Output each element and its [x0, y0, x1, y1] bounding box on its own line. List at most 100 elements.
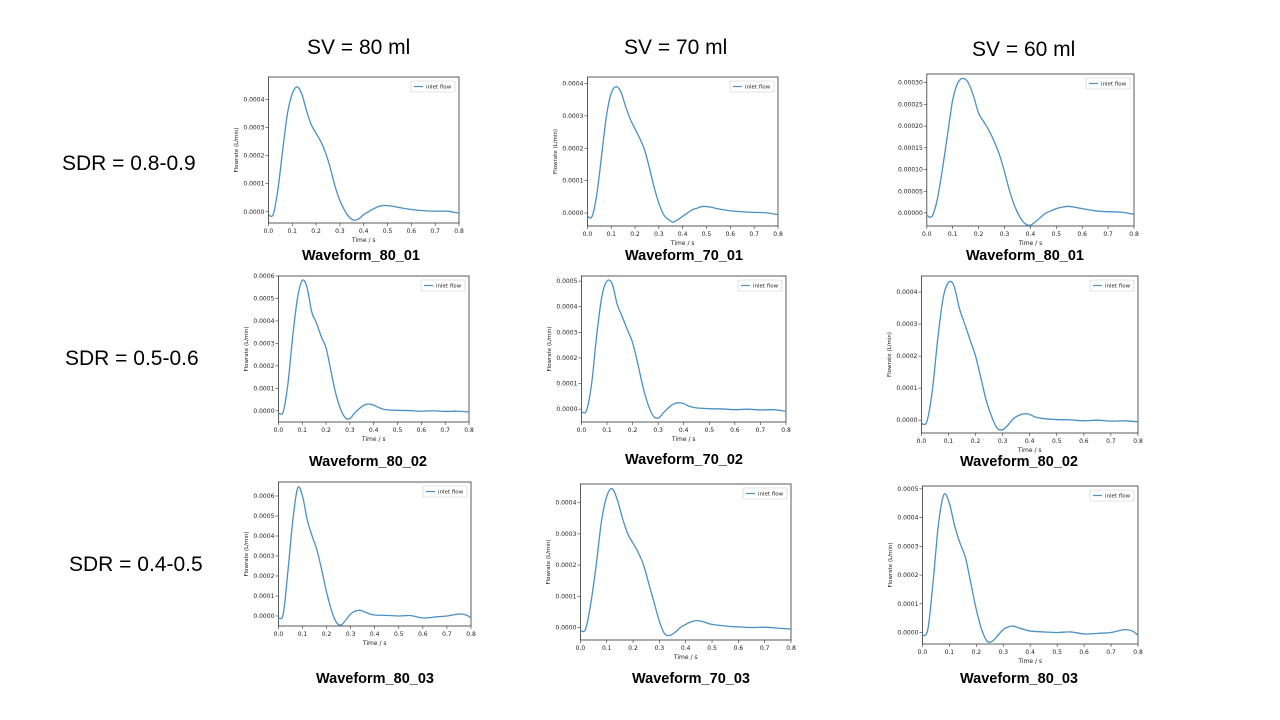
x-tick-label: 0.4 — [369, 427, 379, 434]
legend-label: inlet flow — [1105, 284, 1131, 290]
y-tick-label: 0.0005 — [897, 486, 918, 493]
x-tick-label: 0.3 — [655, 645, 665, 652]
y-tick-label: 0.0004 — [243, 96, 264, 103]
y-axis-label: Flowrate (L/min) — [244, 326, 250, 371]
x-tick-label: 0.5 — [1052, 649, 1062, 656]
series-line-inlet-flow — [921, 280, 1139, 431]
column-header-sv-70: SV = 70 ml — [624, 36, 728, 59]
x-tick-label: 0.7 — [756, 427, 766, 434]
legend-label: inlet flow — [758, 492, 784, 498]
plot-frame — [922, 485, 1139, 645]
plot-frame — [580, 483, 792, 641]
y-tick-label: 0.00020 — [898, 123, 923, 130]
caption-waveform-60-01: Waveform_80_01 — [966, 248, 1084, 264]
x-tick-label: 0.5 — [1052, 231, 1062, 238]
legend-box — [422, 485, 468, 498]
x-tick-label: 0.5 — [707, 645, 717, 652]
x-tick-label: 0.0 — [576, 645, 586, 652]
plot-frame — [921, 275, 1139, 434]
x-tick-label: 0.7 — [430, 228, 440, 235]
row-label-sdr-high: SDR = 0.8-0.9 — [62, 152, 196, 175]
y-tick-label: 0.0000 — [897, 630, 918, 637]
x-tick-label: 0.3 — [654, 231, 664, 238]
plot-frame — [587, 76, 779, 227]
x-tick-label: 0.4 — [370, 631, 380, 638]
legend-label: inlet flow — [426, 85, 452, 91]
chart-waveform-80-03-row3: 0.0 0.1 0.2 0.3 0.4 0.5 0.6 0.7 0.8 0.0000 0.0001 0… — [244, 481, 476, 647]
chart-waveform-70-02: 0.0 0.1 0.2 0.3 0.4 0.5 0.6 0.7 0.8 0.0000 0.0001 0… — [547, 275, 791, 443]
y-tick-label: 0.0004 — [562, 80, 583, 87]
chart-waveform-70-03: 0.0 0.1 0.2 0.3 0.4 0.5 0.6 0.7 0.8 0.0000 0.0001 0… — [546, 483, 796, 661]
y-tick-label: 0.0001 — [896, 385, 917, 392]
y-tick-label: 0.0003 — [556, 329, 577, 336]
caption-waveform-70-02: Waveform_70_02 — [625, 452, 743, 468]
x-tick-label: 0.8 — [466, 631, 476, 638]
x-tick-label: 0.6 — [418, 631, 428, 638]
x-tick-label: 0.6 — [1077, 231, 1087, 238]
y-tick-label: 0.0001 — [243, 181, 264, 188]
x-tick-label: 0.8 — [454, 228, 464, 235]
y-tick-label: 0.0002 — [555, 562, 576, 569]
series-line-inlet-flow — [268, 86, 460, 221]
y-tick-label: 0.0002 — [556, 355, 577, 362]
y-tick-label: 0.0002 — [243, 153, 264, 160]
y-tick-label: 0.00030 — [898, 80, 923, 87]
x-tick-label: 0.8 — [1133, 649, 1143, 656]
caption-waveform-60-03: Waveform_80_03 — [960, 671, 1078, 687]
y-tick-label: 0.0001 — [555, 593, 576, 600]
x-tick-label: 0.4 — [359, 228, 369, 235]
x-axis-label: Time / s — [351, 237, 376, 244]
y-tick-label: 0.0000 — [556, 406, 577, 413]
legend-box — [737, 279, 783, 292]
x-axis-label: Time / s — [1017, 447, 1042, 454]
x-axis-label: Time / s — [671, 436, 696, 443]
chart-waveform-70-01: 0.0 0.1 0.2 0.3 0.4 0.5 0.6 0.7 0.8 0.0000 0.0001 0… — [553, 76, 783, 247]
y-tick-label: 0.00000 — [898, 210, 923, 217]
x-tick-label: 0.4 — [681, 645, 691, 652]
y-tick-label: 0.0005 — [253, 513, 274, 520]
series-line-inlet-flow — [277, 486, 472, 626]
x-tick-label: 0.2 — [628, 645, 638, 652]
x-tick-label: 0.8 — [1133, 438, 1143, 445]
y-axis-label: Flowrate (L/min) — [887, 332, 893, 377]
y-tick-label: 0.0004 — [896, 289, 917, 296]
column-header-sv-80: SV = 80 ml — [307, 36, 411, 59]
x-tick-label: 0.8 — [786, 645, 796, 652]
legend-box — [410, 80, 456, 93]
series-line-inlet-flow — [581, 279, 787, 419]
x-tick-label: 0.6 — [1079, 438, 1089, 445]
legend-box — [420, 279, 466, 292]
x-tick-label: 0.2 — [321, 427, 331, 434]
y-tick-label: 0.0000 — [253, 408, 274, 415]
y-tick-label: 0.0001 — [556, 381, 577, 388]
x-tick-label: 0.0 — [274, 631, 284, 638]
plot-frame — [268, 76, 460, 224]
x-tick-label: 0.0 — [922, 231, 932, 238]
y-tick-label: 0.0001 — [253, 385, 274, 392]
x-tick-label: 0.6 — [417, 427, 427, 434]
y-tick-label: 0.0002 — [562, 145, 583, 152]
y-tick-label: 0.0004 — [555, 500, 576, 507]
legend-box — [1089, 279, 1135, 292]
y-tick-label: 0.0006 — [253, 273, 274, 280]
row-label-sdr-mid: SDR = 0.5-0.6 — [65, 347, 199, 370]
y-tick-label: 0.0001 — [562, 178, 583, 185]
y-tick-label: 0.0003 — [253, 340, 274, 347]
row-label-sdr-low: SDR = 0.4-0.5 — [69, 553, 203, 576]
y-tick-label: 0.0003 — [555, 531, 576, 538]
y-tick-label: 0.0000 — [243, 209, 264, 216]
x-tick-label: 0.3 — [1000, 231, 1010, 238]
x-tick-label: 0.3 — [653, 427, 663, 434]
y-axis-label: Flowrate (L/min) — [888, 542, 894, 587]
x-tick-label: 0.0 — [583, 231, 593, 238]
y-tick-label: 0.0004 — [253, 533, 274, 540]
x-tick-label: 0.4 — [1026, 231, 1036, 238]
x-tick-label: 0.2 — [322, 631, 332, 638]
x-tick-label: 0.7 — [440, 427, 450, 434]
x-axis-label: Time / s — [1018, 240, 1043, 247]
legend-box — [1085, 77, 1131, 90]
legend-label: inlet flow — [753, 284, 779, 290]
chart-waveform-60-03: 0.0 0.1 0.2 0.3 0.4 0.5 0.6 0.7 0.8 0.0000 0.0001 0… — [888, 485, 1143, 665]
x-tick-label: 0.2 — [972, 649, 982, 656]
caption-waveform-70-03: Waveform_70_03 — [632, 671, 750, 687]
